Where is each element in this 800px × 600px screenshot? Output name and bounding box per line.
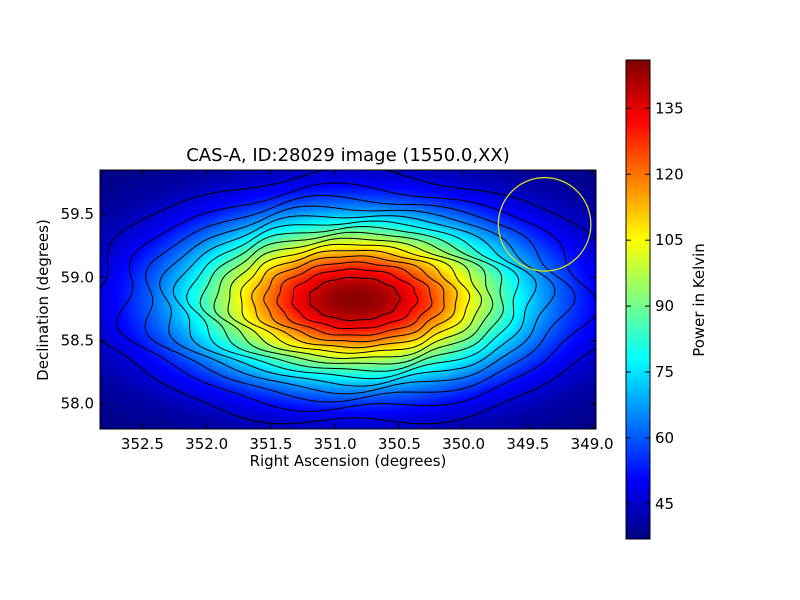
y-axis: 58.0 58.5 59.0 59.5: [61, 205, 596, 413]
x-tick-label: 349.5: [506, 435, 549, 453]
contour-line: [291, 268, 419, 330]
contour-line: [213, 231, 494, 365]
y-axis-label: Declination (degrees): [34, 219, 52, 381]
x-tick-label: 351.5: [249, 435, 292, 453]
contour-line: [100, 170, 596, 425]
colorbar-tick-label: 60: [655, 429, 674, 447]
y-tick-label: 58.0: [61, 395, 94, 413]
contour-line: [115, 182, 596, 412]
contour-line: [186, 220, 520, 380]
colorbar-tick-label: 105: [655, 231, 684, 249]
colorbar: 45 60 75 90 105 120 135 Power in Kelvin: [625, 59, 708, 540]
colorbar-tick-label: 75: [655, 363, 674, 381]
contour-line: [309, 276, 401, 322]
contour-line: [199, 225, 504, 372]
contour-line: [276, 261, 433, 336]
y-tick-label: 58.5: [61, 332, 94, 350]
colorbar-tick-label: 45: [655, 495, 674, 513]
colorbar-tick-label: 90: [655, 297, 674, 315]
heatmap-image: [100, 170, 596, 429]
x-tick-label: 349.0: [571, 435, 614, 453]
contour-line: [172, 215, 537, 387]
contour-line: [159, 205, 556, 395]
x-tick-label: 351.0: [314, 435, 357, 453]
colorbar-gradient: [625, 59, 651, 540]
colorbar-tick-label: 135: [655, 99, 684, 117]
x-tick-label: 350.0: [442, 435, 485, 453]
colorbar-ticks: 45 60 75 90 105 120 135: [626, 99, 684, 513]
contour-lines: [100, 170, 596, 425]
contour-line: [144, 194, 576, 403]
contour-line: [227, 237, 483, 360]
y-tick-label: 59.5: [61, 205, 94, 223]
x-axis-label: Right Ascension (degrees): [250, 452, 447, 470]
x-tick-label: 352.5: [121, 435, 164, 453]
contour-line: [251, 249, 458, 349]
colorbar-label: Power in Kelvin: [690, 243, 708, 357]
contour-line: [263, 255, 445, 343]
contour-line: [240, 243, 471, 354]
chart-title: CAS-A, ID:28029 image (1550.0,XX): [186, 145, 510, 166]
plot-frame: [99, 169, 597, 430]
beam-circle: [497, 176, 592, 272]
x-tick-label: 352.0: [185, 435, 228, 453]
y-tick-label: 59.0: [61, 268, 94, 286]
x-tick-label: 350.5: [378, 435, 421, 453]
plot-area: [99, 169, 597, 430]
x-axis: 352.5 352.0 351.5 351.0 350.5 350.0 349.5 349.0: [121, 170, 614, 453]
colorbar-tick-label: 120: [655, 165, 684, 183]
